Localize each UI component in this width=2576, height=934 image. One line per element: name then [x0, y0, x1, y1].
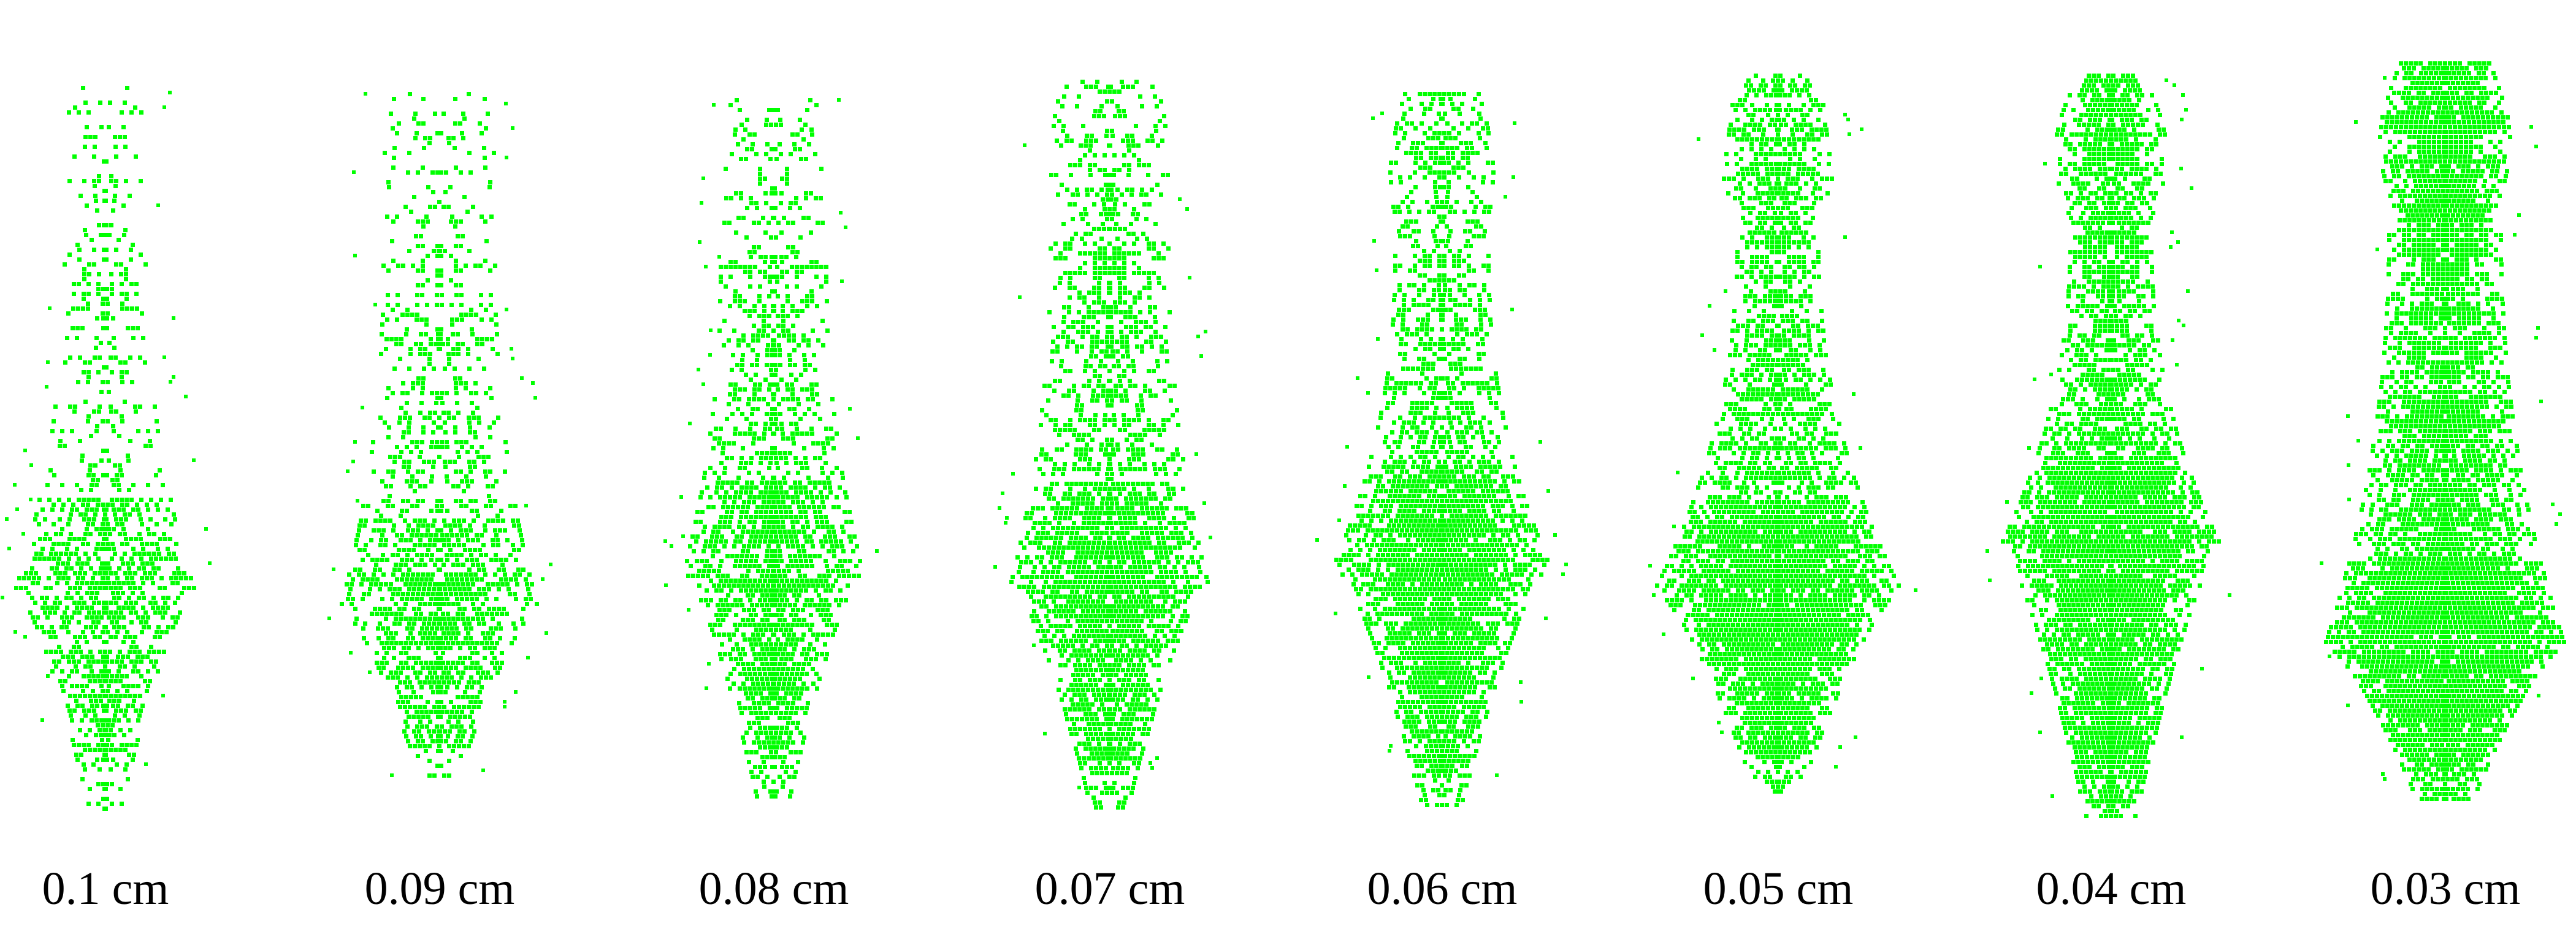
spray-panel-4 — [1315, 92, 1568, 807]
panel-label-6: 0.04 cm — [2036, 863, 2187, 914]
panel-label-7: 0.03 cm — [2370, 863, 2521, 914]
panel-label-0: 0.1 cm — [42, 863, 169, 914]
spray-panel-5 — [1648, 74, 1917, 794]
panel-label-3: 0.07 cm — [1034, 863, 1185, 914]
spray-panel-1 — [327, 92, 552, 778]
spray-panel-7 — [2320, 61, 2566, 801]
panel-label-2: 0.08 cm — [698, 863, 849, 914]
panel-label-1: 0.09 cm — [364, 863, 515, 914]
spray-panel-2 — [663, 98, 879, 799]
spray-panel-3 — [993, 80, 1212, 810]
panel-label-5: 0.05 cm — [1703, 863, 1854, 914]
spray-panel-6 — [1986, 74, 2231, 818]
spray-panel-0 — [1, 86, 212, 811]
panel-label-4: 0.06 cm — [1367, 863, 1518, 914]
